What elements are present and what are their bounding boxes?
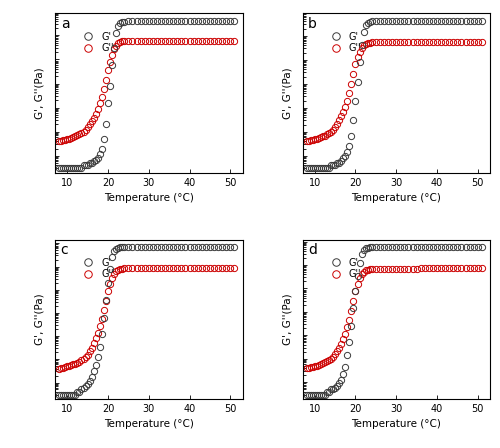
G'' [389,266,395,271]
G'' [56,138,62,144]
Line: G': G' [304,17,485,172]
Y-axis label: G', G''(Pa): G', G''(Pa) [282,67,292,119]
G'' [479,39,485,44]
Y-axis label: G', G''(Pa): G', G''(Pa) [34,67,44,119]
G' [334,160,340,166]
Line: G': G' [304,244,485,398]
G' [97,151,103,157]
G' [344,149,350,154]
G' [232,244,237,250]
G'' [334,348,340,353]
G' [338,377,344,382]
G' [479,18,485,23]
G'' [90,340,96,346]
G'' [86,122,92,127]
G'' [479,266,485,271]
G'' [90,115,96,121]
G' [338,159,344,164]
G' [142,18,148,24]
G'' [232,265,237,271]
G'' [389,39,395,45]
G'' [338,113,344,119]
Legend: G', G'': G', G'' [75,254,118,283]
G' [76,166,82,171]
Y-axis label: G', G''(Pa): G', G''(Pa) [282,293,292,345]
G'' [142,39,148,44]
G'' [76,131,82,137]
G'' [142,265,148,271]
Line: G'': G'' [56,38,238,144]
X-axis label: Temperature (°C): Temperature (°C) [104,419,194,429]
G'' [342,104,348,110]
Text: b: b [308,17,317,30]
G'' [344,325,350,330]
G' [86,160,92,166]
G' [324,389,330,394]
G' [344,353,350,358]
G' [95,155,101,161]
G'' [97,323,103,328]
G'' [344,98,350,103]
G' [232,18,237,23]
G' [95,355,101,360]
G' [90,159,96,164]
G' [142,244,148,250]
X-axis label: Temperature (°C): Temperature (°C) [104,193,194,203]
Line: G': G' [56,17,238,172]
G' [324,166,330,171]
Legend: G', G'': G', G'' [322,28,365,57]
G'' [56,366,62,371]
G'' [324,358,330,364]
Legend: G', G'': G', G'' [322,254,365,283]
Y-axis label: G', G''(Pa): G', G''(Pa) [34,293,44,345]
G'' [86,349,92,354]
G' [56,392,62,397]
G' [334,383,340,388]
G'' [95,107,101,112]
Line: G'': G'' [304,265,485,371]
G'' [324,132,330,137]
G'' [95,330,101,336]
G' [86,378,92,383]
G'' [334,121,340,126]
G'' [338,341,344,346]
Text: a: a [60,17,69,30]
G' [90,369,96,374]
G' [342,364,348,370]
G' [342,153,348,159]
G'' [304,139,310,144]
G' [389,18,395,24]
Line: G': G' [56,244,238,398]
G' [56,166,62,171]
G'' [342,331,348,336]
X-axis label: Temperature (°C): Temperature (°C) [352,419,441,429]
G' [389,244,395,250]
G' [304,166,310,171]
X-axis label: Temperature (°C): Temperature (°C) [352,193,441,203]
G' [97,344,103,349]
Line: G'': G'' [304,39,485,145]
G'' [97,101,103,106]
Text: d: d [308,243,317,257]
G'' [304,366,310,371]
Text: c: c [60,243,68,257]
G' [76,389,82,394]
G'' [232,38,237,43]
Line: G'': G'' [56,265,238,372]
G' [304,392,310,397]
G'' [76,359,82,364]
Legend: G', G'': G', G'' [75,28,118,57]
G' [479,244,485,250]
